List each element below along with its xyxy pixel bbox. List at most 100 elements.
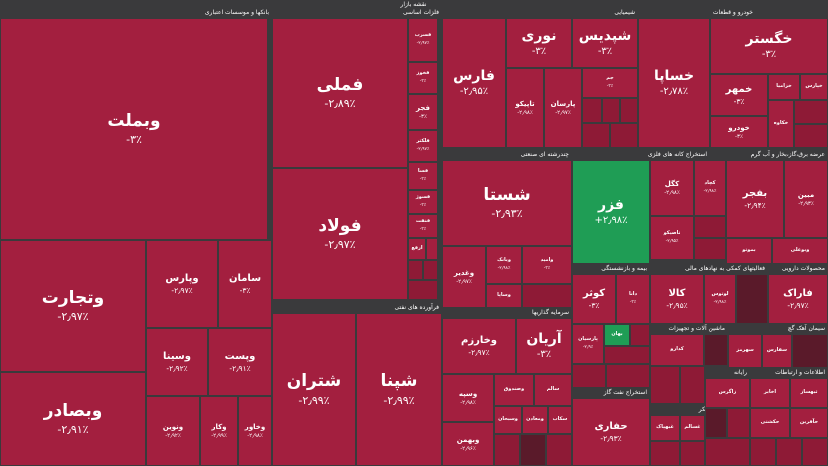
- tile-bfajr[interactable]: بفجر -۲٫۹۴٪: [726, 160, 784, 238]
- sector-header-auto[interactable]: خودرو و قطعات: [712, 9, 753, 16]
- tile-kala[interactable]: کالا -۲٫۹۵٪: [650, 274, 704, 324]
- tile-kchad[interactable]: کچاد -۲٫۹۸٪: [694, 160, 726, 216]
- tile-hafari[interactable]: حفاری -۲٫۹۳٪: [572, 398, 650, 466]
- tile-fnoor[interactable]: فسوژ -۳٪: [408, 190, 438, 214]
- tile-paresan[interactable]: پارسان -۲٫۹۷٪: [544, 68, 582, 148]
- tile-shatran[interactable]: شتران -۲٫۹۹٪: [272, 313, 356, 466]
- tile-ghsalem[interactable]: غسالم: [680, 415, 705, 441]
- tile-vbmellat[interactable]: وبملت -۳٪: [0, 18, 268, 240]
- tile-jam[interactable]: جم -۳٪: [582, 68, 638, 98]
- tile-insurance-small-4[interactable]: [606, 364, 650, 388]
- tile-telecom-small-1[interactable]: [750, 438, 776, 466]
- tile-vmadan[interactable]: ومعادن: [522, 406, 548, 434]
- tile-invest-small-2[interactable]: [520, 434, 546, 466]
- tile-falkat[interactable]: فلکتر -۲٫۹۷٪: [408, 130, 438, 162]
- sector-header-insurance[interactable]: بیمه و بازنشستگی: [601, 265, 647, 272]
- tile-chem-small-5[interactable]: [610, 123, 638, 148]
- tile-fajr[interactable]: فجر -۳٪: [408, 94, 438, 130]
- tile-vpars[interactable]: وپارس -۲٫۹۷٪: [146, 240, 218, 328]
- tile-bmapna[interactable]: بموتو: [726, 238, 772, 264]
- tile-insurance-small-2[interactable]: [604, 346, 650, 364]
- tile-auto-small-1[interactable]: [794, 100, 828, 124]
- tile-food-small-2[interactable]: [680, 441, 705, 466]
- tile-foolad[interactable]: فولاد -۲٫۹۷٪: [272, 168, 408, 300]
- tile-it-small-1[interactable]: [705, 408, 727, 438]
- tile-telecom-small-2[interactable]: [776, 438, 802, 466]
- tile-chem-small-2[interactable]: [602, 98, 620, 123]
- tile-salam[interactable]: سالم: [534, 374, 572, 406]
- tile-vbank[interactable]: وبانک -۲٫۹۸٪: [486, 246, 522, 284]
- tile-multi-small-1[interactable]: [522, 284, 572, 308]
- sector-header-utility[interactable]: عرضه برق،گاز،بخار و آب گرم: [750, 151, 825, 158]
- sector-header-chemicals[interactable]: شیمیایی: [614, 9, 635, 16]
- tile-vnovin[interactable]: ونوین -۲٫۹۲٪: [146, 396, 200, 466]
- tile-vkhavar[interactable]: وخاور -۲٫۹۸٪: [238, 396, 272, 466]
- tile-shasta[interactable]: شستا -۲٫۹۳٪: [442, 160, 572, 246]
- sector-header-mining[interactable]: استخراج کانه های فلزی: [647, 151, 707, 158]
- tile-hkeshti[interactable]: حکشتی: [750, 408, 790, 438]
- tile-noori[interactable]: نوری -۳٪: [506, 18, 572, 68]
- sector-header-pharma[interactable]: محصولات دارویی: [781, 265, 825, 272]
- sector-header-investment[interactable]: سرمایه گذاریها: [531, 309, 569, 316]
- tile-ghebeh[interactable]: غبهپاک: [650, 415, 680, 441]
- sector-header-petroleum[interactable]: فرآورده های نفتی: [394, 304, 439, 311]
- tile-vamid[interactable]: وامید -۳٪: [522, 246, 572, 284]
- tile-kowsar[interactable]: کوثر -۳٪: [572, 274, 616, 324]
- sector-header-financial[interactable]: فعالیتهای کمکی به نهادهای مالی: [685, 265, 765, 272]
- sector-header-oil[interactable]: استخراج نفت گاز: [603, 389, 647, 396]
- tile-sfars[interactable]: سفارس: [762, 334, 792, 368]
- tile-vtejarat[interactable]: وتجارت -۲٫۹۷٪: [0, 240, 146, 372]
- sector-header-cement[interactable]: سیمان آهک گچ: [787, 325, 825, 332]
- tile-vkoud[interactable]: [426, 238, 438, 260]
- tile-fesapa[interactable]: فسرب -۲٫۹۷٪: [408, 18, 438, 62]
- tile-dana[interactable]: دانا -۳٪: [616, 274, 650, 324]
- tile-mining-small-2[interactable]: [694, 238, 726, 260]
- tile-invest-small-1[interactable]: [494, 434, 520, 466]
- tile-khzamia[interactable]: خزامیا: [768, 74, 800, 100]
- tile-fkhooz[interactable]: فخوز -۳٪: [408, 62, 438, 94]
- tile-insurance-small-3[interactable]: [572, 364, 606, 388]
- tile-cement-small-1[interactable]: [792, 334, 828, 368]
- tile-parsian[interactable]: پارسیان -۲٫۹٪: [572, 324, 604, 364]
- tile-mach-small-2[interactable]: [680, 366, 705, 404]
- tile-farak[interactable]: فاراک -۲٫۹۷٪: [768, 274, 828, 324]
- tile-sahand[interactable]: سهرمز: [728, 334, 762, 368]
- tile-vkarafarin[interactable]: وکار -۲٫۹۹٪: [200, 396, 238, 466]
- tile-tasiko[interactable]: تاصیکو -۲٫۹۵٪: [650, 216, 694, 260]
- tile-sekab[interactable]: سکاب: [548, 406, 572, 434]
- tile-chem-small-1[interactable]: [582, 98, 602, 123]
- tile-insurance-small-1[interactable]: [630, 324, 650, 346]
- tile-khsapa[interactable]: خساپا -۲٫۷۸٪: [638, 18, 710, 148]
- tile-zagros[interactable]: زاگرس: [705, 378, 750, 408]
- tile-metal-small-2[interactable]: [423, 260, 438, 280]
- tile-vsabz[interactable]: وسبحان: [494, 406, 522, 434]
- tile-mining-small-1[interactable]: [694, 216, 726, 238]
- sector-header-telecom[interactable]: اطلاعات و ارتباطات: [775, 369, 825, 376]
- tile-vsakhtar[interactable]: وصندوق: [494, 374, 534, 406]
- tile-shpna[interactable]: شپنا -۲٫۹۹٪: [356, 313, 442, 466]
- tile-fin-small-1[interactable]: [736, 274, 768, 324]
- tile-fars[interactable]: فارس -۲٫۹۵٪: [442, 18, 506, 148]
- sector-header-metals[interactable]: فلزات اساسی: [403, 9, 439, 16]
- tile-shpdis[interactable]: شپدیس -۳٪: [572, 18, 638, 68]
- tile-kadaro[interactable]: کدارو: [650, 334, 704, 366]
- sector-header-multi[interactable]: چندرشته ای صنعتی: [520, 151, 569, 158]
- sector-header-machinery[interactable]: ماشین آلات و تجهیزات: [668, 325, 725, 332]
- tile-khgostar[interactable]: خگستر -۳٪: [710, 18, 828, 74]
- tile-sizdeh[interactable]: ثبهساز: [790, 378, 828, 408]
- tile-aryan[interactable]: آریان -۳٪: [516, 318, 572, 374]
- tile-metal-small-1[interactable]: [408, 260, 423, 280]
- tile-mach-small-3[interactable]: [704, 334, 728, 366]
- tile-vaghadir[interactable]: وغدیر -۲٫۹۷٪: [442, 246, 486, 308]
- tile-mobin[interactable]: مبین -۲٫۹۳٪: [784, 160, 828, 238]
- tile-hafarin[interactable]: حآفرین: [790, 408, 828, 438]
- tile-khodro[interactable]: خودرو -۳٪: [710, 116, 768, 148]
- tile-arfa[interactable]: ارفع: [408, 238, 426, 260]
- tile-chem-small-4[interactable]: [582, 123, 610, 148]
- tile-vkharazm[interactable]: وخارزم -۲٫۹۷٪: [442, 318, 516, 374]
- tile-kgol[interactable]: کگل -۲٫۹۸٪: [650, 160, 694, 216]
- tile-saman[interactable]: سامان -۳٪: [218, 240, 272, 328]
- tile-fazar[interactable]: فزر +۲٫۹۸٪: [572, 160, 650, 264]
- tile-invest-small-3[interactable]: [546, 434, 572, 466]
- sector-header-banks[interactable]: بانکها و موسسات اعتباری: [204, 9, 269, 16]
